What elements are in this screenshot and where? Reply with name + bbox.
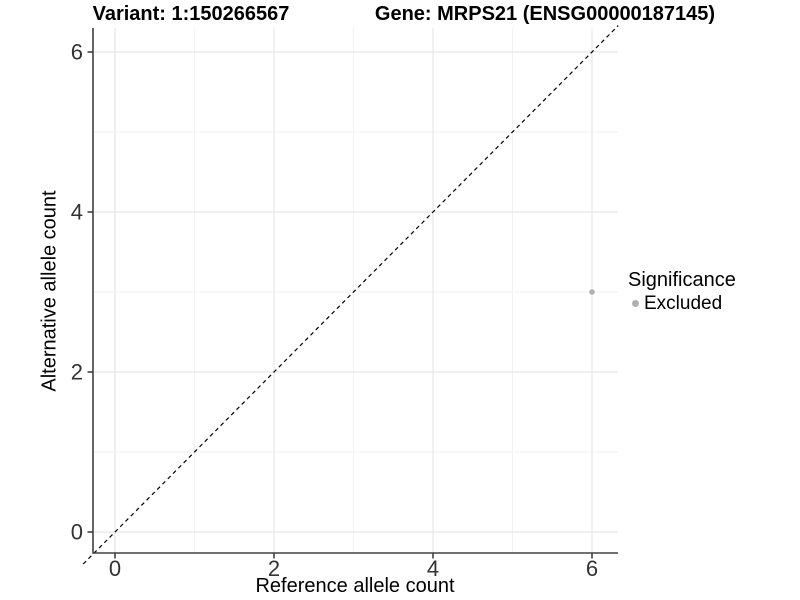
x-axis-title: Reference allele count (255, 575, 455, 597)
y-tick-label: 2 (71, 360, 83, 385)
gene-title: Gene: MRPS21 (ENSG00000187145) (374, 3, 716, 25)
x-tick-label: 2 (268, 556, 280, 581)
x-tick-label: 0 (109, 556, 121, 581)
y-tick-label: 0 (71, 520, 83, 545)
legend-item-excluded: Excluded (628, 292, 736, 315)
excluded-point-icon (632, 300, 639, 307)
y-tick-label: 6 (71, 40, 83, 65)
variant-title: Variant: 1:150266567 (92, 3, 290, 25)
x-tick-label: 6 (586, 556, 598, 581)
data-point-excluded (589, 289, 595, 295)
identity-dashed-line (82, 25, 619, 565)
legend-title: Significance (628, 269, 736, 291)
legend: Significance Excluded (628, 269, 736, 315)
y-tick-label: 4 (71, 200, 83, 225)
legend-item-label: Excluded (644, 293, 723, 314)
x-tick-label: 4 (427, 556, 439, 581)
axis-lines (92, 28, 618, 554)
